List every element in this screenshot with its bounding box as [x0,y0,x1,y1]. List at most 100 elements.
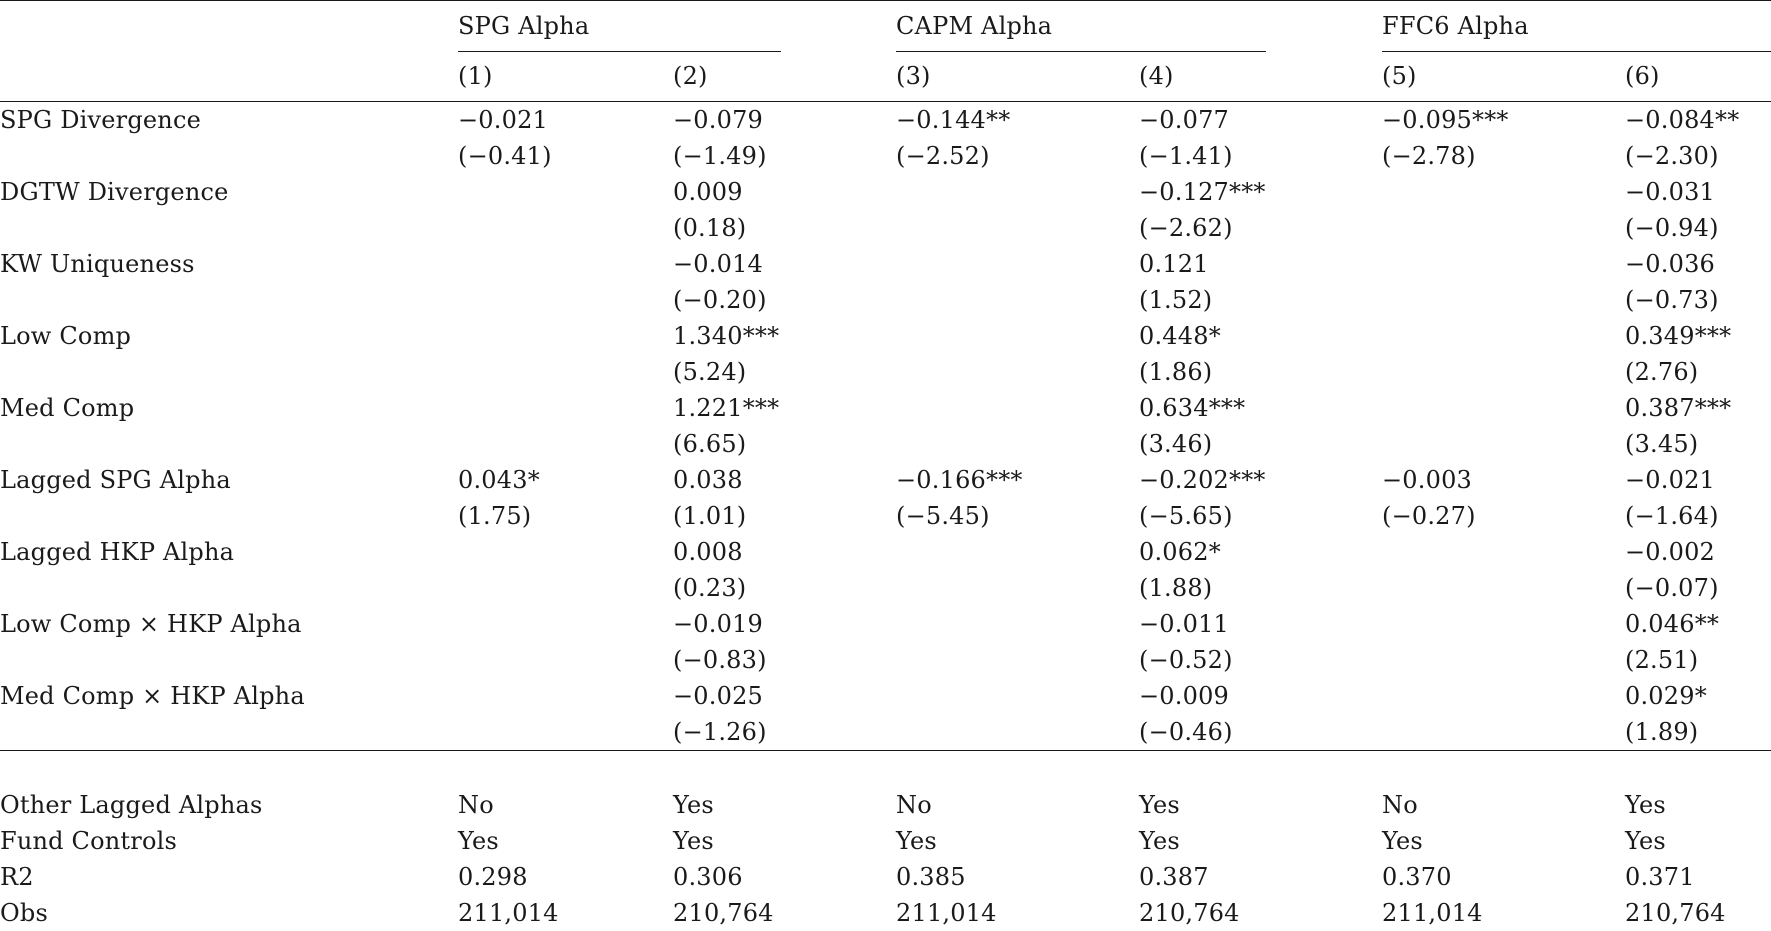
coefficient-row: Med Comp × HKP Alpha −0.025 −0.009 0.029* [0,678,1771,714]
coefficient-cell: 1.221*** [673,394,780,422]
coefficient-cell [458,606,673,642]
coefficient-cell [896,390,1139,426]
tstat-cell [458,714,673,751]
footer-cell: Yes [673,827,714,855]
tstat-cell [458,570,673,606]
row-label-empty [0,642,458,678]
tstat-cell [1382,210,1625,246]
footer-cell: Yes [1139,791,1180,819]
column-number: (6) [1625,62,1660,90]
coefficient-cell: −0.002 [1625,538,1716,566]
tstat-cell: (−2.30) [1625,142,1719,170]
coefficient-cell [896,318,1139,354]
footer-cell: Yes [458,827,499,855]
tstat-cell [896,426,1139,462]
tstat-cell: (0.18) [673,214,747,242]
tstat-cell [1382,282,1625,318]
coefficient-cell [1382,246,1625,282]
coefficient-cell [896,534,1139,570]
coefficient-cell: −0.003 [1382,466,1473,494]
tstat-cell: (1.88) [1139,574,1213,602]
coefficient-cell [896,174,1139,210]
footer-cell: 0.371 [1625,863,1695,891]
tstat-cell [1382,426,1625,462]
coefficient-cell: 0.634*** [1139,394,1246,422]
coefficient-row: SPG Divergence −0.021 −0.079 −0.144** −0.077… [0,102,1771,138]
tstat-cell: (−0.41) [458,142,552,170]
row-label-empty [0,570,458,606]
row-label-empty [0,282,458,318]
coefficient-row: Lagged SPG Alpha 0.043* 0.038 −0.166*** −0.2… [0,462,1771,498]
column-group-header-row: SPG Alpha CAPM Alpha FFC6 Alpha [0,1,1771,51]
tstat-cell: (−0.73) [1625,286,1719,314]
coefficient-cell [896,678,1139,714]
coefficient-cell [1382,606,1625,642]
coefficient-cell: 0.009 [673,178,743,206]
row-label-empty [0,354,458,390]
header-mid-rule [0,101,1771,102]
column-number: (2) [673,62,708,90]
tstat-cell [896,210,1139,246]
row-label-empty [0,426,458,462]
footer-row: R2 0.298 0.306 0.385 0.387 0.370 0.371 [0,859,1771,895]
tstat-cell [458,426,673,462]
coefficient-cell [896,246,1139,282]
tstat-cell [458,354,673,390]
table-top-rule [0,0,1771,1]
coefficient-cell: −0.036 [1625,250,1716,278]
stub-header [0,1,458,51]
coefficient-cell [1382,390,1625,426]
tstat-cell [458,282,673,318]
tstat-cell: (−0.94) [1625,214,1719,242]
footer-cell: Yes [673,791,714,819]
tstat-cell: (5.24) [673,358,747,386]
coefficient-row: DGTW Divergence 0.009 −0.127*** −0.031 [0,174,1771,210]
footer-cell: No [458,791,494,819]
coefficient-cell [458,174,673,210]
column-number: (5) [1382,62,1417,90]
group-label: SPG Alpha [458,12,590,40]
coefficient-cell: −0.019 [673,610,764,638]
group-label: FFC6 Alpha [1382,12,1529,40]
tstat-cell [458,642,673,678]
footer-cell: 0.306 [673,863,743,891]
footer-cell: Yes [1625,791,1666,819]
tstat-cell [896,282,1139,318]
coefficient-cell: −0.166*** [896,466,1023,494]
tstat-cell [1382,714,1625,751]
coefficient-cell: 1.340*** [673,322,780,350]
column-number: (1) [458,62,493,90]
tstat-cell: (−1.49) [673,142,767,170]
tstat-cell: (2.76) [1625,358,1699,386]
coefficient-cell [896,606,1139,642]
tstat-cell: (−2.52) [896,142,990,170]
tstat-cell: (6.65) [673,430,747,458]
coefficient-cell: −0.127*** [1139,178,1266,206]
coefficient-cell: 0.062* [1139,538,1221,566]
group-underline-spg [458,51,781,52]
tstat-cell: (−5.65) [1139,502,1233,530]
footer-cell: 0.298 [458,863,528,891]
group-header-spg-alpha: SPG Alpha [458,1,896,51]
tstat-cell: (1.86) [1139,358,1213,386]
tstat-row: (0.23) (1.88) (−0.07) [0,570,1771,606]
stub-header [0,51,458,102]
coefficient-cell: −0.031 [1625,178,1716,206]
coefficient-cell: −0.011 [1139,610,1230,638]
group-underline-ffc6 [1382,51,1771,52]
coefficient-cell [458,678,673,714]
row-label: Med Comp × HKP Alpha [0,682,305,710]
tstat-row: (−0.20) (1.52) (−0.73) [0,282,1771,318]
tstat-row: (−0.41) (−1.49) (−2.52) (−1.41) (−2.78) (−2.3… [0,138,1771,174]
footer-cell: 210,764 [1139,899,1240,927]
footer-spacer [0,751,1771,787]
tstat-cell: (−2.78) [1382,142,1476,170]
coefficient-row: Med Comp 1.221*** 0.634*** 0.387*** [0,390,1771,426]
coefficient-cell [458,390,673,426]
row-label-empty [0,498,458,534]
coefficient-cell: −0.144** [896,106,1011,134]
row-label: Low Comp [0,322,132,350]
footer-row: Other Lagged Alphas No Yes No Yes No Yes [0,787,1771,823]
